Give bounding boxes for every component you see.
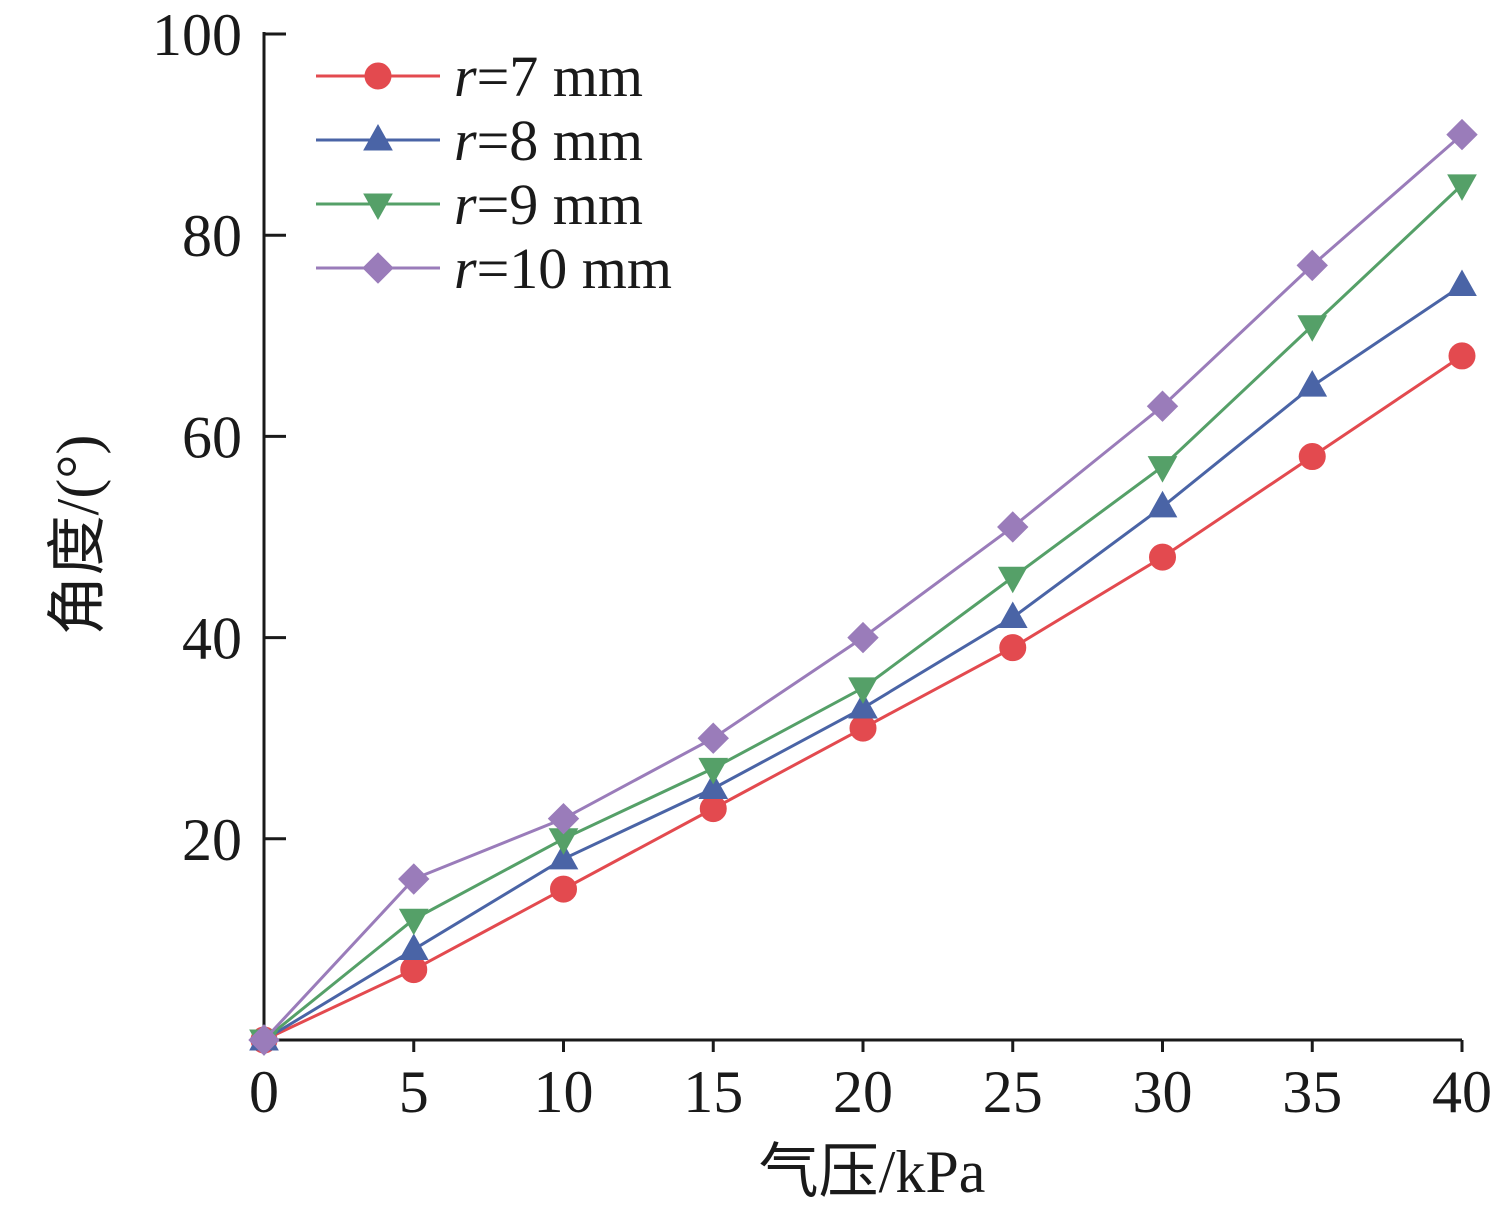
legend-label: r=8 mm bbox=[454, 108, 643, 173]
data-point bbox=[997, 566, 1028, 594]
legend: r=7 mmr=8 mmr=9 mmr=10 mm bbox=[316, 44, 672, 301]
data-point bbox=[548, 842, 579, 870]
data-point bbox=[1297, 370, 1328, 397]
data-point bbox=[698, 772, 729, 799]
data-point bbox=[1296, 249, 1328, 282]
data-point bbox=[1298, 443, 1326, 471]
series-line bbox=[263, 284, 1463, 1042]
legend-label: r=7 mm bbox=[454, 44, 643, 109]
data-point bbox=[547, 802, 580, 835]
x-tick-label: 10 bbox=[534, 1059, 594, 1125]
axes: 0 5 10 15 20 25 30 35 40 20 40 60 80 100 bbox=[152, 2, 1492, 1125]
data-point bbox=[1146, 390, 1179, 422]
x-tick-label: 15 bbox=[683, 1059, 743, 1125]
y-tick-label: 80 bbox=[182, 203, 242, 269]
y-tick-label: 60 bbox=[182, 404, 242, 470]
legend-marker bbox=[364, 62, 392, 90]
data-point bbox=[848, 691, 878, 719]
data-point bbox=[999, 634, 1027, 662]
legend-label: r=9 mm bbox=[454, 172, 643, 237]
legend-marker bbox=[363, 193, 393, 221]
data-point bbox=[698, 757, 729, 785]
legend-entry: r=10 mm bbox=[316, 236, 672, 301]
y-tick-label: 100 bbox=[152, 2, 242, 68]
data-point bbox=[1149, 543, 1176, 571]
data-point bbox=[550, 875, 577, 903]
data-point bbox=[848, 677, 878, 704]
x-tick-label: 0 bbox=[249, 1059, 279, 1125]
data-point bbox=[1446, 118, 1478, 151]
x-ticks: 0 5 10 15 20 25 30 35 40 bbox=[249, 1040, 1492, 1125]
y-ticks: 20 40 60 80 100 bbox=[152, 2, 286, 873]
y-axis-title: 角度/(°) bbox=[45, 435, 111, 636]
data-point bbox=[697, 722, 729, 754]
x-tick-label: 5 bbox=[399, 1059, 429, 1125]
series-4 bbox=[248, 118, 1478, 1056]
data-point bbox=[398, 908, 429, 936]
data-point bbox=[1447, 174, 1477, 201]
legend-marker bbox=[363, 123, 393, 151]
data-point bbox=[248, 1024, 280, 1056]
data-point bbox=[398, 933, 429, 960]
data-point bbox=[849, 714, 877, 742]
series-line bbox=[263, 183, 1464, 1042]
x-tick-label: 30 bbox=[1133, 1059, 1193, 1125]
series-2 bbox=[249, 269, 1477, 1051]
data-point bbox=[699, 795, 727, 823]
x-tick-label: 35 bbox=[1282, 1059, 1342, 1125]
data-point bbox=[1448, 342, 1476, 370]
series-3 bbox=[249, 174, 1477, 1057]
legend-marker bbox=[362, 252, 394, 284]
data-point bbox=[1147, 456, 1178, 483]
data-point bbox=[1147, 490, 1178, 518]
x-tick-label: 40 bbox=[1432, 1059, 1492, 1125]
data-point bbox=[847, 621, 879, 654]
y-tick-label: 40 bbox=[182, 606, 242, 672]
legend-entry: r=8 mm bbox=[316, 108, 643, 173]
data-point bbox=[398, 863, 430, 895]
x-axis-title: 气压/kPa bbox=[759, 1139, 986, 1205]
data-point bbox=[997, 601, 1028, 628]
data-point bbox=[1447, 269, 1477, 296]
y-tick-label: 20 bbox=[182, 807, 242, 873]
legend-label: r=10 mm bbox=[454, 236, 672, 301]
x-tick-label: 25 bbox=[983, 1059, 1043, 1125]
legend-entry: r=7 mm bbox=[316, 44, 643, 109]
data-point bbox=[997, 511, 1029, 543]
x-tick-label: 20 bbox=[833, 1059, 893, 1125]
data-point bbox=[1297, 315, 1328, 342]
data-point bbox=[400, 956, 428, 984]
legend-entry: r=9 mm bbox=[316, 172, 643, 237]
series-layer bbox=[248, 118, 1478, 1057]
